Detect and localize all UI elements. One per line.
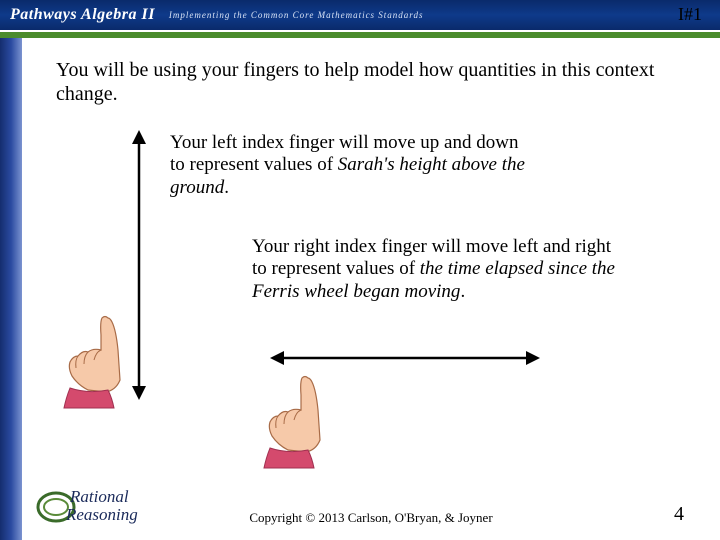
left-finger-text: Your left index finger will move up and … [170, 132, 530, 199]
right-finger-text: Your right index finger will move left a… [252, 236, 622, 303]
horizontal-arrow-icon [270, 346, 540, 370]
pointing-hand-right-icon [258, 370, 348, 470]
green-stripe [0, 32, 720, 38]
header-subtitle: Implementing the Common Core Mathematics… [169, 10, 424, 20]
logo-text-top: Rational [69, 487, 129, 506]
intro-text: You will be using your fingers to help m… [22, 44, 720, 106]
left-stripe [0, 38, 22, 540]
page-number: 4 [674, 503, 684, 526]
pointing-hand-up-icon [58, 310, 148, 410]
copyright-text: Copyright © 2013 Carlson, O'Bryan, & Joy… [22, 510, 720, 526]
right-text-tail: . [460, 281, 465, 302]
header-bar: Pathways Algebra II Implementing the Com… [0, 0, 720, 30]
left-text-tail: . [224, 177, 229, 198]
header-id: I#1 [678, 4, 702, 25]
content-area: You will be using your fingers to help m… [22, 44, 720, 540]
header-title: Pathways Algebra II [10, 6, 155, 24]
